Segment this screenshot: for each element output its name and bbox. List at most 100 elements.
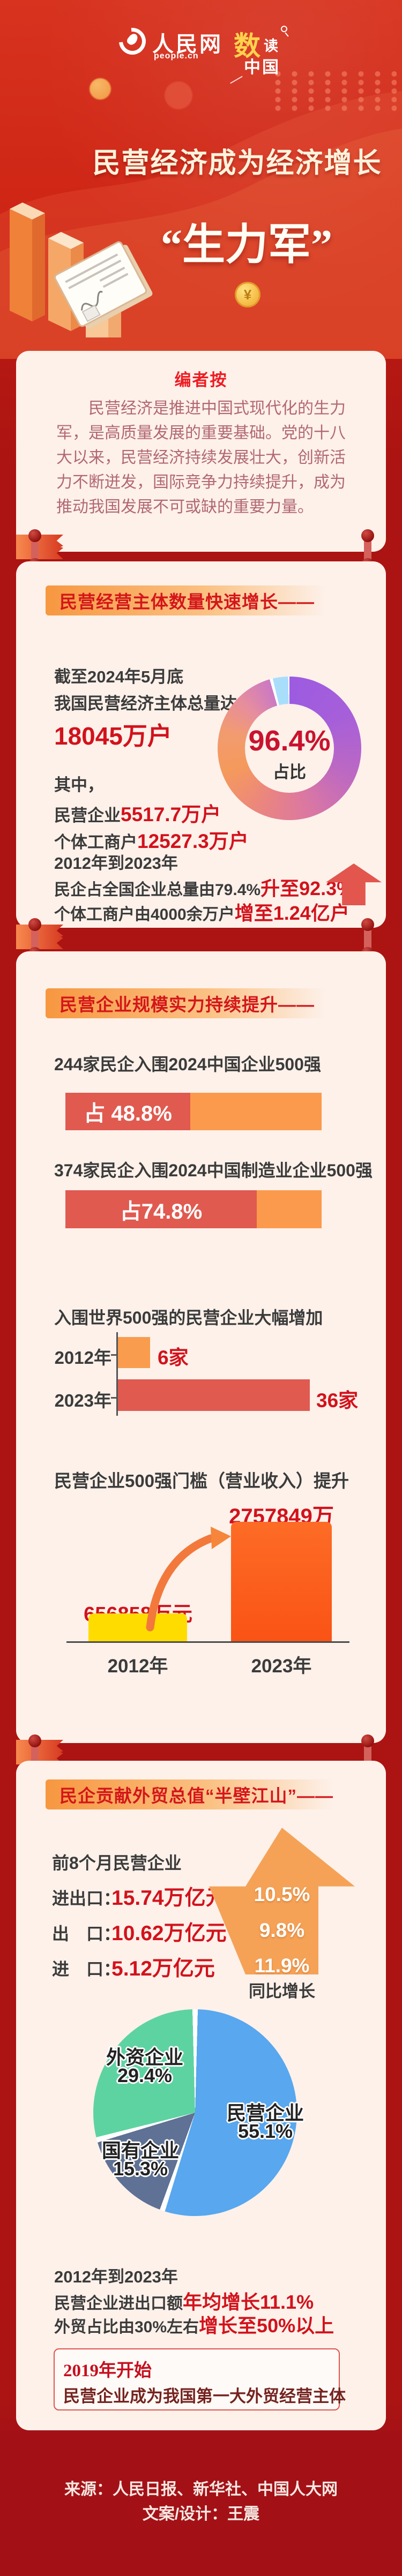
growth-curve-arrow-icon xyxy=(146,1527,231,1632)
threshold-year-2012: 2012年 xyxy=(107,1656,168,1677)
trade-growth-pct: 11.9% xyxy=(254,1955,310,1977)
section1-among: 其中， xyxy=(54,776,104,794)
section3-growth1: 民营企业进出口额年均增长11.1% xyxy=(54,2287,314,2315)
footer-source: 来源：人民日报、新华社、中国人大网 xyxy=(64,2481,338,2498)
world500-bar-2023 xyxy=(118,1379,310,1411)
section3-header: 民企贡献外贸总值“半壁江山”—— xyxy=(59,1786,333,1806)
section1-header-bar: 民营经营主体数量快速增长—— xyxy=(46,585,338,615)
section3-subtitle: 前8个月民营企业 xyxy=(52,1853,182,1873)
pin-circle xyxy=(361,1734,374,1747)
badge-du: 读 xyxy=(264,38,278,54)
pin-circle xyxy=(28,1734,41,1747)
editor-note-card xyxy=(16,351,386,552)
brand-domain: people.cn xyxy=(154,51,199,61)
bar2-red-segment: 占74.8% xyxy=(65,1190,257,1228)
pin-circle xyxy=(28,529,41,542)
section1-growth2: 个体工商户由4000余万户增至1.24亿户 xyxy=(54,898,349,926)
section3-period: 2012年到2023年 xyxy=(54,2267,178,2286)
section1-line1: 截至2024年5月底 xyxy=(54,667,184,686)
pie-label-foreign: 外资企业 xyxy=(106,2046,183,2068)
world500-bar-2012 xyxy=(118,1337,150,1368)
world500-year-2023: 2023年 xyxy=(54,1391,111,1410)
world500-count-2023: 36家 xyxy=(316,1390,359,1411)
trade-row-label: 进出口： xyxy=(52,1889,121,1908)
threshold-bar-2012 xyxy=(88,1613,187,1641)
section1-period: 2012年到2023年 xyxy=(54,854,178,873)
trade-row-label: 进 口： xyxy=(52,1959,121,1979)
growth1-highlight: 年均增长11.1% xyxy=(183,2291,314,2313)
section2-stat2: 374家民企入围2024中国制造业企业500强 xyxy=(54,1161,373,1180)
pin-strap xyxy=(31,535,39,566)
section1-private-row: 民营企业5517.7万户 xyxy=(54,798,221,827)
main-title-line1: 民营经济成为经济增长 xyxy=(92,148,382,179)
pie-pct-state: 15.3% xyxy=(113,2158,168,2180)
trade-row-label: 出 口： xyxy=(52,1924,121,1943)
badge-zhongguo: 中国 xyxy=(244,58,280,77)
glow-circle-orange xyxy=(90,78,111,100)
bar-chart-manufacturing500: 占74.8% xyxy=(65,1190,322,1228)
donut-percentage: 96.4% xyxy=(248,725,331,757)
footer-credit: 文案/设计：王震 xyxy=(142,2505,260,2523)
pie-label-private: 民营企业 xyxy=(226,2102,304,2124)
bar-chart-500strong: 占 48.8% xyxy=(65,1093,322,1130)
main-title-line2: “生力军” xyxy=(161,222,332,269)
document-illustration xyxy=(54,241,153,329)
donut-hole xyxy=(245,704,334,793)
pin-circle xyxy=(361,529,374,542)
footer xyxy=(0,2430,402,2576)
axis-tick xyxy=(111,1354,116,1356)
highlight-box-line1: 2019年开始 xyxy=(63,2361,152,2380)
header-background: 人民网 people.cn 数 读 中国 民营经济成为经济增长 “生力军” xyxy=(0,0,402,359)
section1-individual-row: 个体工商户12527.3万户 xyxy=(54,825,249,854)
pin-strap xyxy=(364,535,371,566)
threshold-axis xyxy=(66,1641,349,1643)
trade-growth-pct: 9.8% xyxy=(259,1919,305,1941)
bar2-orange-segment xyxy=(257,1190,322,1228)
section1-header: 民营经营主体数量快速增长—— xyxy=(59,592,315,612)
growth1-prefix: 民营企业进出口额 xyxy=(54,2295,183,2312)
pin-circle xyxy=(361,918,374,931)
section2-stat1: 244家民企入围2024中国企业500强 xyxy=(54,1055,321,1074)
glow-circle-red xyxy=(165,81,192,109)
editor-note-body: 民营经济是推进中国式现代化的生力军，是高质量发展的重要基础。党的十八大以来，民营… xyxy=(56,400,346,516)
threshold-year-2023: 2023年 xyxy=(251,1656,312,1677)
axis-tick xyxy=(111,1397,116,1399)
private-label: 民营企业 xyxy=(54,806,121,825)
magnifier-icon xyxy=(281,26,287,32)
trade-row-value: 10.62万亿元 xyxy=(111,1922,227,1945)
world500-axis xyxy=(116,1332,118,1416)
section2-header-bar: 民营企业规模实力持续提升—— xyxy=(46,988,338,1018)
donut-caption: 占比 xyxy=(273,763,306,782)
section1-total: 18045万户 xyxy=(54,722,172,750)
pie-pct-foreign: 29.4% xyxy=(117,2064,173,2086)
section1-growth1: 民企占全国企业总量由79.4%升至92.3% xyxy=(54,873,354,901)
dot-grid-decoration xyxy=(268,69,397,111)
brand-name: 人民网 xyxy=(152,33,223,56)
growth2-prefix: 个体工商户由4000余万户 xyxy=(54,906,235,923)
trade-growth-pct: 10.5% xyxy=(254,1883,310,1905)
trade-row-value: 15.74万亿元 xyxy=(111,1887,227,1910)
world500-count-2012: 6家 xyxy=(158,1347,189,1369)
pie-pct-private: 55.1% xyxy=(237,2120,293,2142)
bar1-orange-segment xyxy=(190,1093,322,1130)
private-value: 5517.7万户 xyxy=(121,803,221,825)
growth2-highlight: 增至1.24亿户 xyxy=(234,902,349,924)
editor-note-title: 编者按 xyxy=(174,371,228,389)
world500-year-2012: 2012年 xyxy=(54,1348,111,1368)
arrow-caption: 同比增长 xyxy=(249,1982,315,2001)
trade-row-value: 5.12万亿元 xyxy=(111,1957,215,1980)
pie-label-state: 国有企业 xyxy=(101,2139,179,2161)
growth2-highlight: 增长至50%以上 xyxy=(199,2315,334,2337)
badge-shu: 数 xyxy=(234,31,260,61)
section2-header: 民营企业规模实力持续提升—— xyxy=(59,995,315,1015)
trade-pie-chart xyxy=(93,2009,297,2216)
threshold-bar-2023 xyxy=(231,1522,332,1641)
individual-label: 个体工商户 xyxy=(54,833,137,852)
individual-value: 12527.3万户 xyxy=(137,830,249,852)
section3-header-bar: 民企贡献外贸总值“半壁江山”—— xyxy=(46,1779,346,1809)
coin-icon: ¥ xyxy=(235,282,260,307)
section3-growth2: 外贸占比由30%左右增长至50%以上 xyxy=(54,2310,334,2338)
pin-strap xyxy=(364,923,371,955)
bar1-red-segment: 占 48.8% xyxy=(65,1093,190,1130)
